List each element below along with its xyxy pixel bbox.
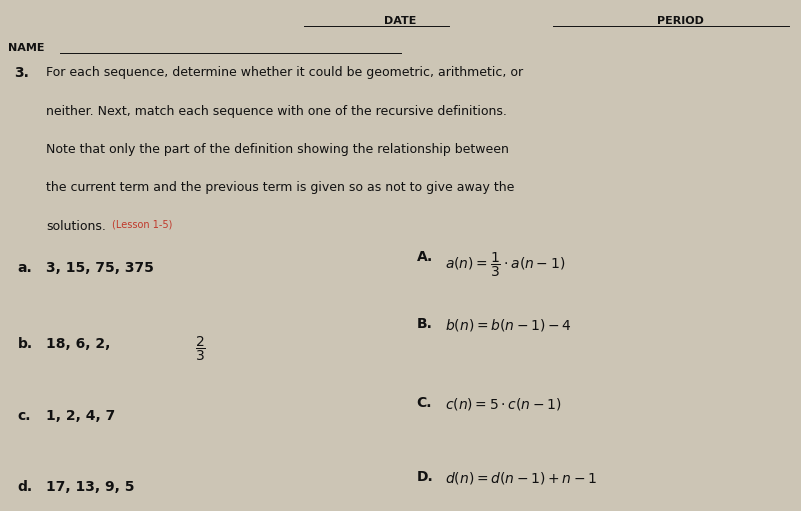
Text: $c(n) = 5 \cdot c(n-1)$: $c(n) = 5 \cdot c(n-1)$	[445, 396, 562, 412]
Text: solutions.: solutions.	[46, 220, 107, 233]
Text: 3.: 3.	[14, 66, 30, 80]
Text: DATE: DATE	[384, 16, 417, 27]
Text: 17, 13, 9, 5: 17, 13, 9, 5	[46, 480, 135, 494]
Text: a.: a.	[18, 261, 32, 274]
Text: b.: b.	[18, 337, 33, 351]
Text: 1, 2, 4, 7: 1, 2, 4, 7	[46, 409, 115, 423]
Text: 18, 6, 2,: 18, 6, 2,	[46, 337, 111, 351]
Text: PERIOD: PERIOD	[657, 16, 704, 27]
Text: B.: B.	[417, 317, 433, 331]
Text: Note that only the part of the definition showing the relationship between: Note that only the part of the definitio…	[46, 143, 509, 156]
Text: $a(n) = \dfrac{1}{3} \cdot a(n-1)$: $a(n) = \dfrac{1}{3} \cdot a(n-1)$	[445, 250, 565, 278]
Text: For each sequence, determine whether it could be geometric, arithmetic, or: For each sequence, determine whether it …	[46, 66, 524, 79]
Text: D.: D.	[417, 470, 433, 484]
Text: 3, 15, 75, 375: 3, 15, 75, 375	[46, 261, 155, 274]
Text: (Lesson 1-5): (Lesson 1-5)	[112, 220, 172, 230]
Text: the current term and the previous term is given so as not to give away the: the current term and the previous term i…	[46, 181, 515, 194]
Text: c.: c.	[18, 409, 31, 423]
Text: $d(n) = d(n-1) + n - 1$: $d(n) = d(n-1) + n - 1$	[445, 470, 597, 486]
Text: $b(n) = b(n-1) - 4$: $b(n) = b(n-1) - 4$	[445, 317, 571, 333]
Text: $\dfrac{2}{3}$: $\dfrac{2}{3}$	[195, 335, 206, 363]
Text: neither. Next, match each sequence with one of the recursive definitions.: neither. Next, match each sequence with …	[46, 105, 507, 118]
Text: A.: A.	[417, 250, 433, 264]
Text: NAME: NAME	[8, 43, 45, 54]
Text: C.: C.	[417, 396, 432, 410]
Text: d.: d.	[18, 480, 33, 494]
